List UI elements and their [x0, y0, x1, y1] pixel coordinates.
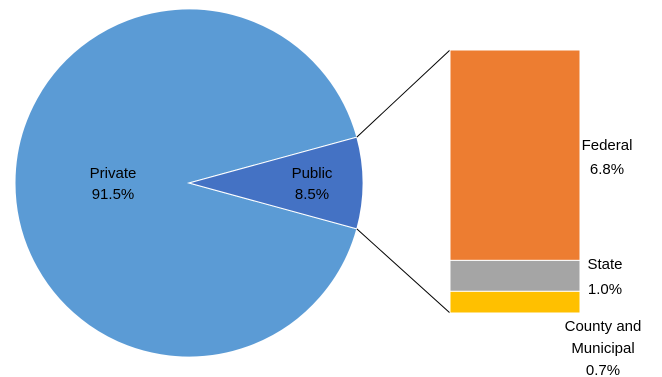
- pie-value-private: 91.5%: [92, 186, 135, 203]
- data-labels: Private 91.5% Public 8.5% Federal 6.8% State 1.…: [90, 137, 642, 377]
- connector-lines: [356, 49, 451, 314]
- bar-label-federal: Federal: [582, 137, 633, 154]
- pie-label-public: Public: [292, 165, 333, 182]
- bar-segment-federal: [449, 49, 581, 261]
- pie-slice-public: [187, 136, 364, 230]
- bar-label-county-municipal-line-1: County and: [565, 318, 642, 335]
- pie: [14, 8, 364, 358]
- bar-segment-county-and-municipal: [449, 290, 581, 314]
- stacked-bar: [449, 49, 581, 314]
- bar-value-state: 1.0%: [588, 281, 622, 298]
- connector-line-top: [356, 49, 451, 138]
- bar-label-state: State: [587, 256, 622, 273]
- bar-value-federal: 6.8%: [590, 161, 624, 178]
- bar-value-county-municipal: 0.7%: [586, 362, 620, 377]
- pie-value-public: 8.5%: [295, 186, 329, 203]
- bar-segment-state: [449, 259, 581, 292]
- connector-line-bottom: [356, 228, 451, 314]
- pie-slice-private: [14, 8, 358, 358]
- pie-label-private: Private: [90, 165, 137, 182]
- bar-label-county-municipal-line-2: Municipal: [571, 340, 634, 357]
